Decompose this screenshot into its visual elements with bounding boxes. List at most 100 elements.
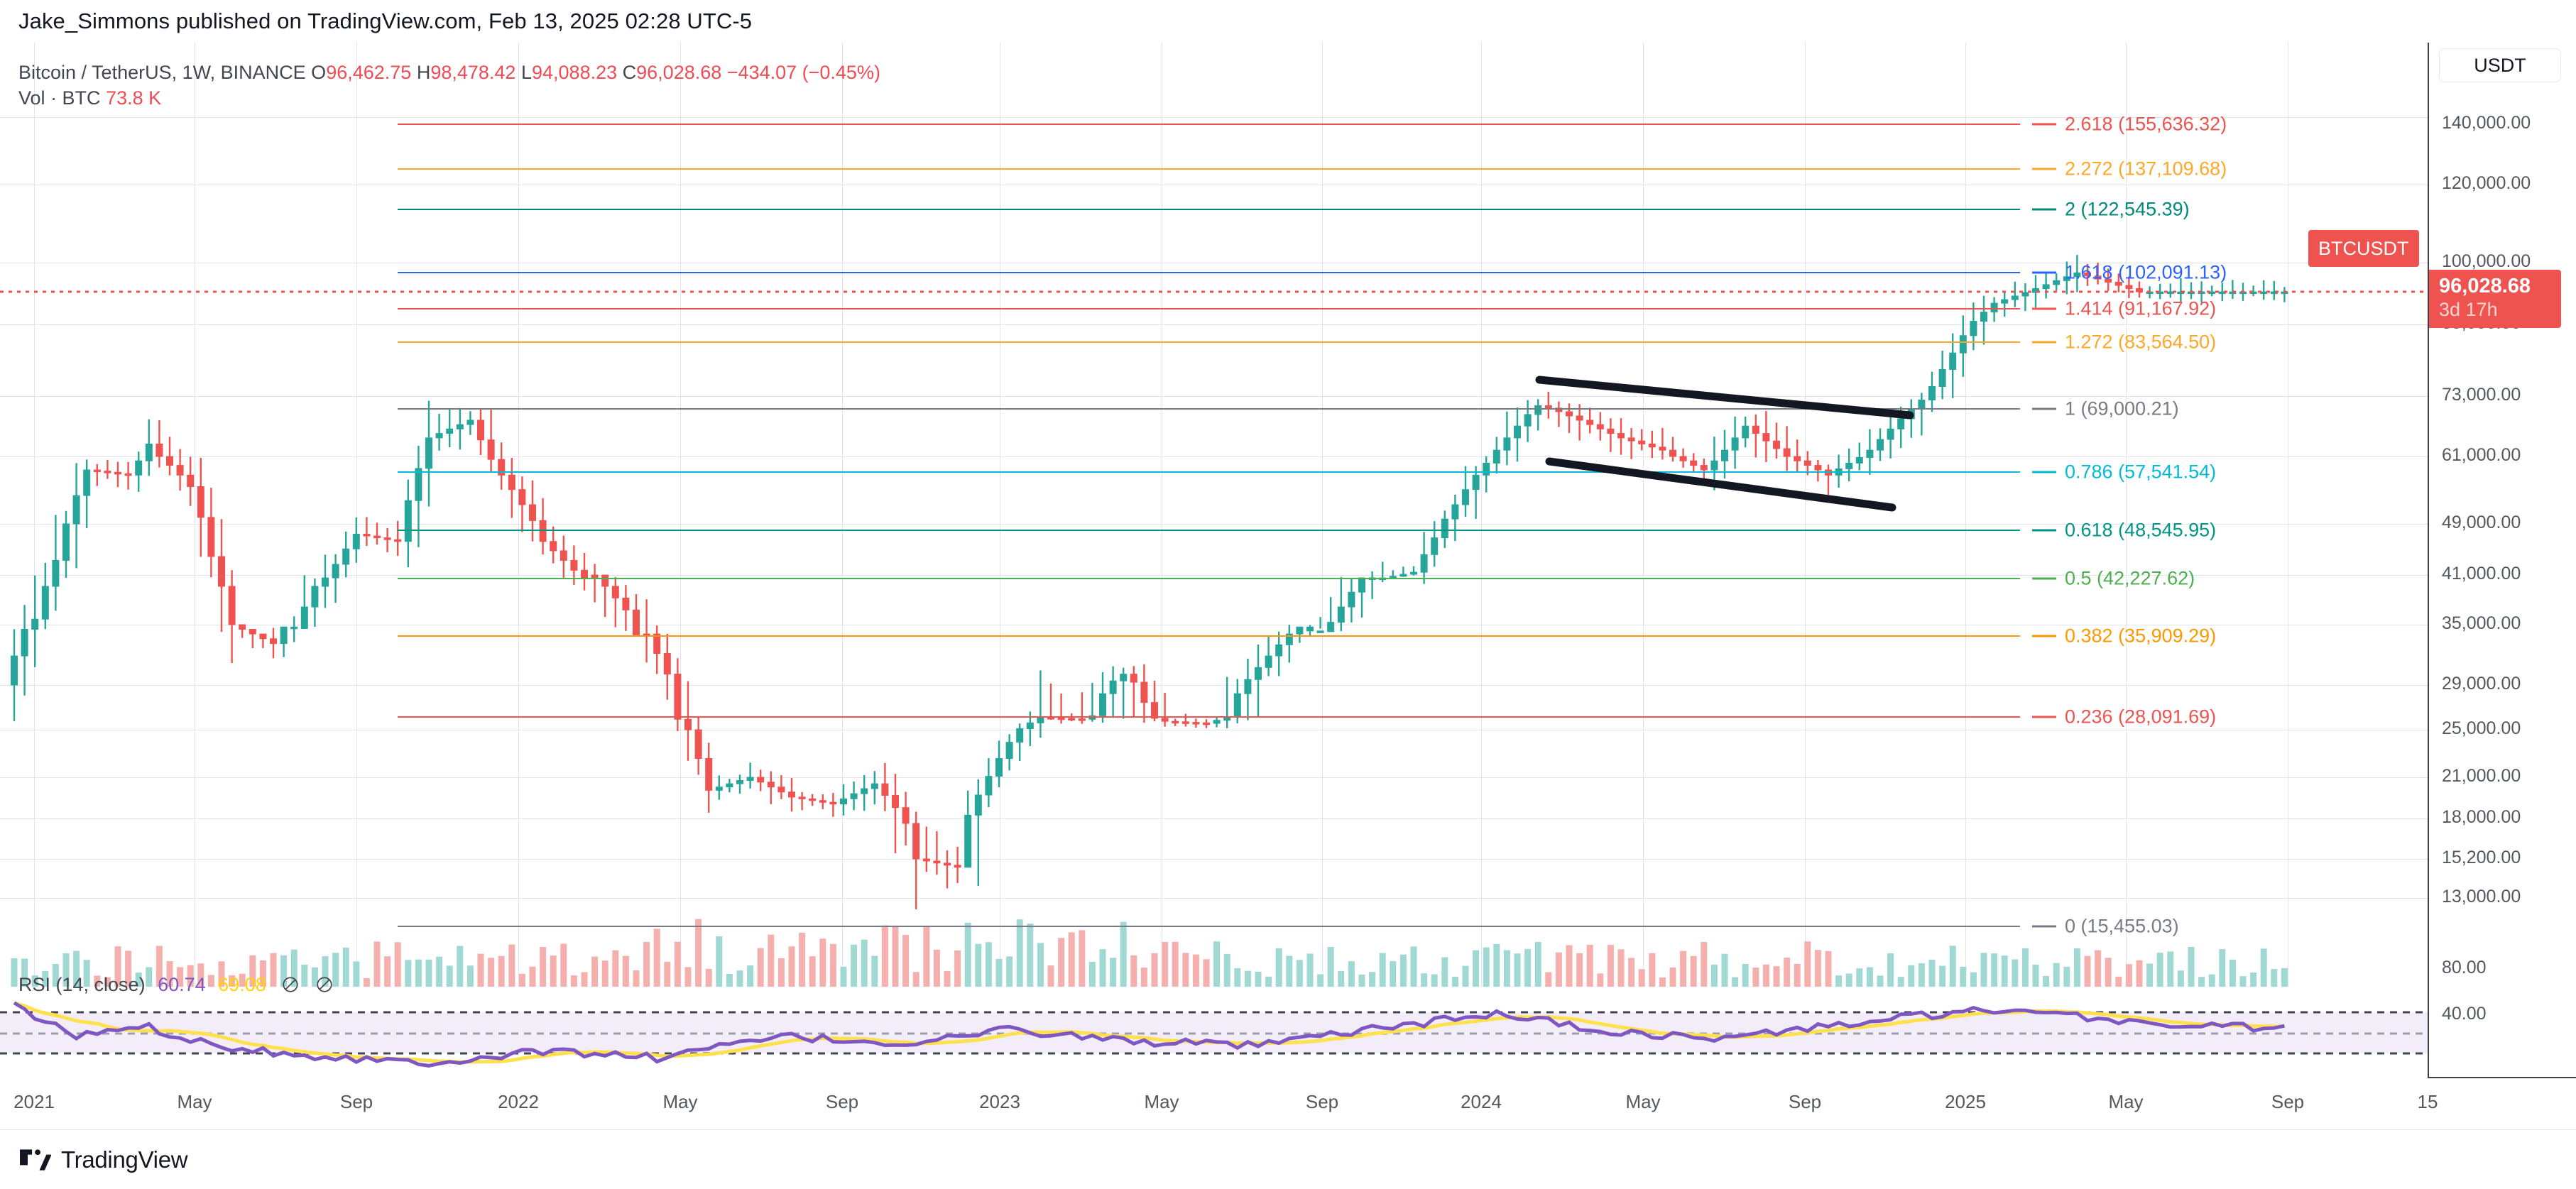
volume-bar xyxy=(1825,950,1832,987)
fib-level-label[interactable]: 1.414 (91,167.92) xyxy=(2065,297,2217,319)
volume-bar xyxy=(1784,958,1791,987)
candle-body xyxy=(1970,321,1977,336)
time-axis-tick[interactable]: Sep xyxy=(1305,1091,1339,1112)
chart-legend[interactable]: Bitcoin / TetherUS, 1W, BINANCE O96,462.… xyxy=(18,60,880,111)
time-axis-tick[interactable]: May xyxy=(2108,1091,2144,1112)
volume-bar xyxy=(1752,968,1759,987)
legend-symbol[interactable]: Bitcoin / TetherUS, 1W, BINANCE xyxy=(18,62,306,83)
fib-level-label[interactable]: 2.272 (137,109.68) xyxy=(2065,158,2227,180)
candle-body xyxy=(1399,574,1407,577)
fib-level-label[interactable]: 1 (69,000.21) xyxy=(2065,398,2179,420)
time-axis-tick[interactable]: 15 xyxy=(2417,1091,2438,1112)
time-axis-tick[interactable]: May xyxy=(1625,1091,1661,1112)
price-pane[interactable]: 2.618 (155,636.32) 2.272 (137,109.68) 2 (1… xyxy=(0,43,2428,987)
fib-level-label[interactable]: 0.618 (48,545.95) xyxy=(2065,519,2217,541)
candle-body xyxy=(394,539,402,542)
candle-body xyxy=(902,807,910,824)
candle-body xyxy=(166,456,173,466)
candle-body xyxy=(985,776,993,796)
time-axis-tick[interactable]: 2023 xyxy=(979,1091,1020,1112)
symbol-price-tag[interactable]: BTCUSDT xyxy=(2308,230,2419,267)
descending-channel-drawing[interactable] xyxy=(0,43,2428,987)
fibonacci-retracement[interactable] xyxy=(0,43,2428,987)
volume-bar xyxy=(94,975,101,987)
fib-level-tick xyxy=(2032,341,2056,344)
candle-body xyxy=(819,800,826,803)
fib-level-label[interactable]: 0.5 (42,227.62) xyxy=(2065,567,2195,589)
time-axis-tick[interactable]: 2025 xyxy=(1945,1091,1986,1112)
fib-level-label[interactable]: 1.272 (83,564.50) xyxy=(2065,331,2217,353)
candle-body xyxy=(1130,674,1137,683)
price-axis[interactable]: USDT 140,000.00120,000.00100,000.0085,00… xyxy=(2428,43,2576,1077)
candle-body xyxy=(1866,449,1874,459)
candle-body xyxy=(1503,437,1511,451)
channel-trendline-lower[interactable] xyxy=(1545,457,1896,512)
fib-level-label[interactable]: 0.236 (28,091.69) xyxy=(2065,706,2217,728)
ohlc-c-value: 96,028.68 xyxy=(636,62,722,83)
volume-bar xyxy=(560,943,567,987)
volume-bar xyxy=(716,936,723,987)
volume-bar xyxy=(819,938,826,987)
time-axis-tick[interactable]: May xyxy=(177,1091,212,1112)
volume-bar xyxy=(1213,941,1221,987)
time-axis-tick[interactable]: Sep xyxy=(339,1091,373,1112)
candle-body xyxy=(1648,443,1656,448)
time-axis-tick[interactable]: May xyxy=(662,1091,698,1112)
legend-ohlc-row: Bitcoin / TetherUS, 1W, BINANCE O96,462.… xyxy=(18,60,880,84)
circle-slash-icon[interactable] xyxy=(281,975,300,994)
candle-body xyxy=(974,794,982,816)
current-price-badge[interactable]: 96,028.68 3d 17h xyxy=(2429,270,2561,328)
candle-body xyxy=(270,638,277,645)
fib-level-tick xyxy=(2032,716,2056,718)
candle-body xyxy=(2114,282,2122,286)
candle-body xyxy=(871,783,878,789)
candle-body xyxy=(1742,425,1750,439)
channel-trendline-upper[interactable] xyxy=(1535,376,1914,420)
time-axis[interactable]: 2021 May Sep 2022 May Sep 2023 May Sep 2024 May Sep… xyxy=(0,1078,2576,1129)
rsi-legend[interactable]: RSI (14, close) 60.74 69.08 xyxy=(18,974,334,996)
fib-level-label[interactable]: 0.786 (57,541.54) xyxy=(2065,461,2217,483)
volume-bar xyxy=(1628,958,1635,987)
candle-body xyxy=(1078,718,1086,721)
candle-body xyxy=(1161,718,1169,722)
time-axis-tick[interactable]: 2021 xyxy=(13,1091,55,1112)
volume-bar xyxy=(2271,969,2278,987)
candle-body xyxy=(1855,457,1863,464)
time-axis-tick[interactable]: Sep xyxy=(825,1091,859,1112)
fib-level-label[interactable]: 2.618 (155,636.32) xyxy=(2065,113,2227,135)
volume-bar xyxy=(1162,941,1169,987)
candle-body xyxy=(332,564,339,579)
time-axis-tick[interactable]: 2024 xyxy=(1461,1091,1502,1112)
tradingview-footer[interactable]: TradingView xyxy=(20,1146,188,1173)
candle-body xyxy=(2063,276,2070,281)
candle-body xyxy=(1410,571,1417,575)
chart-canvas[interactable]: 2.618 (155,636.32) 2.272 (137,109.68) 2 (1… xyxy=(0,43,2428,1077)
fib-level-label[interactable]: 1.618 (102,091.13) xyxy=(2065,261,2227,283)
time-axis-tick[interactable]: 2022 xyxy=(498,1091,539,1112)
volume-bar xyxy=(1275,948,1282,987)
volume-bar xyxy=(829,943,836,987)
time-axis-tick[interactable]: Sep xyxy=(2271,1091,2305,1112)
volume-bar xyxy=(1742,963,1749,987)
volume-bar xyxy=(322,956,329,987)
price-axis-tick: 35,000.00 xyxy=(2442,613,2521,633)
volume-bar xyxy=(2032,964,2039,987)
volume-bar xyxy=(1980,953,1987,987)
time-axis-tick[interactable]: May xyxy=(1144,1091,1179,1112)
volume-bar xyxy=(1856,968,1863,987)
rsi-pane[interactable] xyxy=(0,987,2428,1077)
candle-body xyxy=(653,633,661,654)
currency-unit-badge[interactable]: USDT xyxy=(2439,48,2561,82)
fib-level-label[interactable]: 0.382 (35,909.29) xyxy=(2065,625,2217,647)
candle-body xyxy=(922,858,930,862)
volume-bar xyxy=(125,950,132,987)
volume-bar xyxy=(155,946,163,987)
fib-level-label[interactable]: 0 (15,455.03) xyxy=(2065,915,2179,937)
circle-slash-icon[interactable] xyxy=(315,975,334,994)
rsi-title[interactable]: RSI (14, close) xyxy=(18,974,146,995)
fib-level-label[interactable]: 2 (122,545.39) xyxy=(2065,198,2190,220)
candle-body xyxy=(104,471,111,473)
volume-bar xyxy=(73,950,80,987)
volume-bar xyxy=(2156,953,2163,987)
time-axis-tick[interactable]: Sep xyxy=(1788,1091,1822,1112)
